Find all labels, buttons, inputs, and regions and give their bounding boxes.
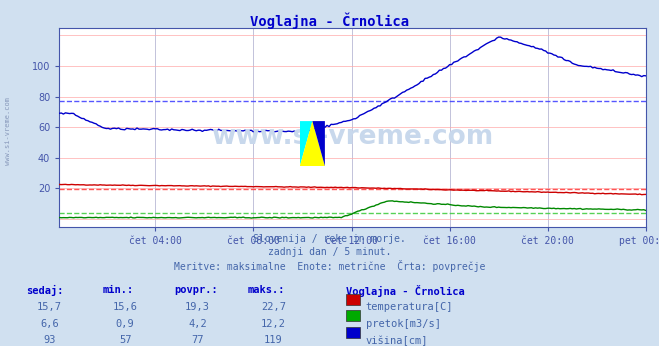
Text: 93: 93 bbox=[43, 335, 55, 345]
Text: 4,2: 4,2 bbox=[188, 319, 207, 329]
Text: maks.:: maks.: bbox=[247, 285, 285, 295]
Text: Voglajna - Črnolica: Voglajna - Črnolica bbox=[250, 12, 409, 29]
Text: 22,7: 22,7 bbox=[261, 302, 286, 312]
Text: Slovenija / reke in morje.: Slovenija / reke in morje. bbox=[253, 234, 406, 244]
Text: 15,6: 15,6 bbox=[113, 302, 138, 312]
Text: Voglajna - Črnolica: Voglajna - Črnolica bbox=[346, 285, 465, 298]
Text: 19,3: 19,3 bbox=[185, 302, 210, 312]
Text: pretok[m3/s]: pretok[m3/s] bbox=[366, 319, 441, 329]
Text: sedaj:: sedaj: bbox=[26, 285, 64, 297]
Polygon shape bbox=[300, 121, 312, 166]
Polygon shape bbox=[312, 121, 325, 166]
Text: 119: 119 bbox=[264, 335, 283, 345]
Text: www.si-vreme.com: www.si-vreme.com bbox=[5, 98, 11, 165]
Text: 57: 57 bbox=[119, 335, 131, 345]
Text: Meritve: maksimalne  Enote: metrične  Črta: povprečje: Meritve: maksimalne Enote: metrične Črta… bbox=[174, 260, 485, 272]
Text: www.si-vreme.com: www.si-vreme.com bbox=[212, 124, 494, 150]
Text: min.:: min.: bbox=[102, 285, 133, 295]
Text: 12,2: 12,2 bbox=[261, 319, 286, 329]
Text: 0,9: 0,9 bbox=[116, 319, 134, 329]
Polygon shape bbox=[300, 121, 325, 166]
Text: višina[cm]: višina[cm] bbox=[366, 335, 428, 346]
Text: zadnji dan / 5 minut.: zadnji dan / 5 minut. bbox=[268, 247, 391, 257]
Text: povpr.:: povpr.: bbox=[175, 285, 218, 295]
Text: 15,7: 15,7 bbox=[37, 302, 62, 312]
Text: temperatura[C]: temperatura[C] bbox=[366, 302, 453, 312]
Text: 77: 77 bbox=[192, 335, 204, 345]
Text: 6,6: 6,6 bbox=[40, 319, 59, 329]
